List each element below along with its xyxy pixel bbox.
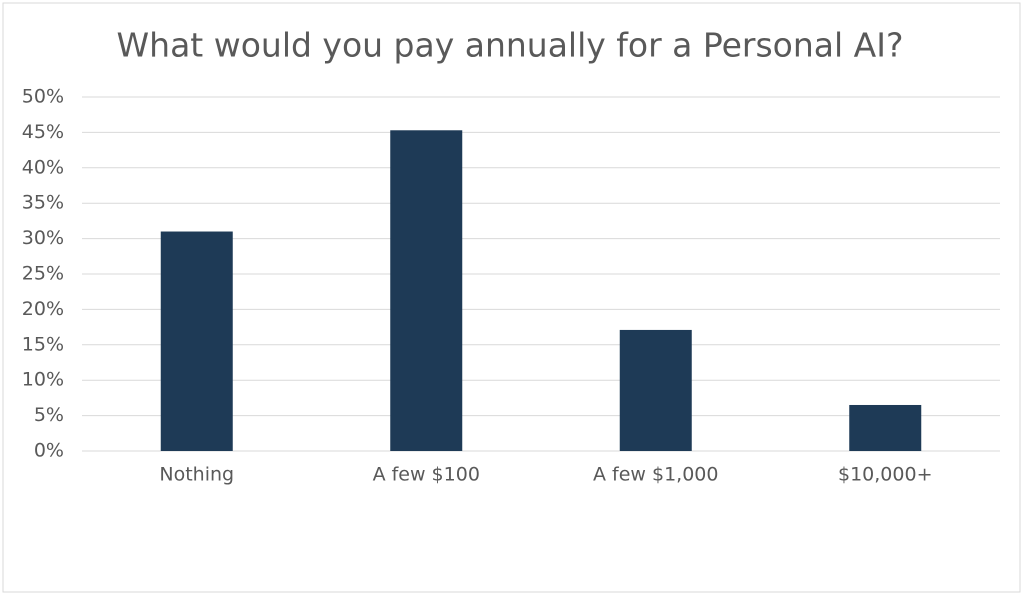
y-tick-label: 50% [22, 86, 64, 108]
bar [160, 231, 233, 451]
bar [849, 404, 922, 451]
x-tick-label: $10,000+ [838, 464, 933, 486]
x-tick-label: A few $1,000 [593, 464, 718, 486]
y-tick-label: 45% [22, 121, 64, 143]
chart-title: What would you pay annually for a Person… [117, 26, 904, 65]
y-tick-label: 0% [34, 440, 64, 462]
x-tick-label: Nothing [159, 464, 234, 486]
y-tick-label: 25% [22, 263, 64, 285]
y-tick-label: 30% [22, 227, 64, 249]
bar [619, 329, 692, 451]
y-tick-label: 40% [22, 156, 64, 178]
y-tick-label: 35% [22, 192, 64, 214]
y-tick-label: 5% [34, 404, 64, 426]
y-tick-label: 20% [22, 298, 64, 320]
y-tick-label: 15% [22, 333, 64, 355]
y-tick-label: 10% [22, 369, 64, 391]
x-tick-label: A few $100 [373, 464, 480, 486]
bar [390, 130, 463, 451]
